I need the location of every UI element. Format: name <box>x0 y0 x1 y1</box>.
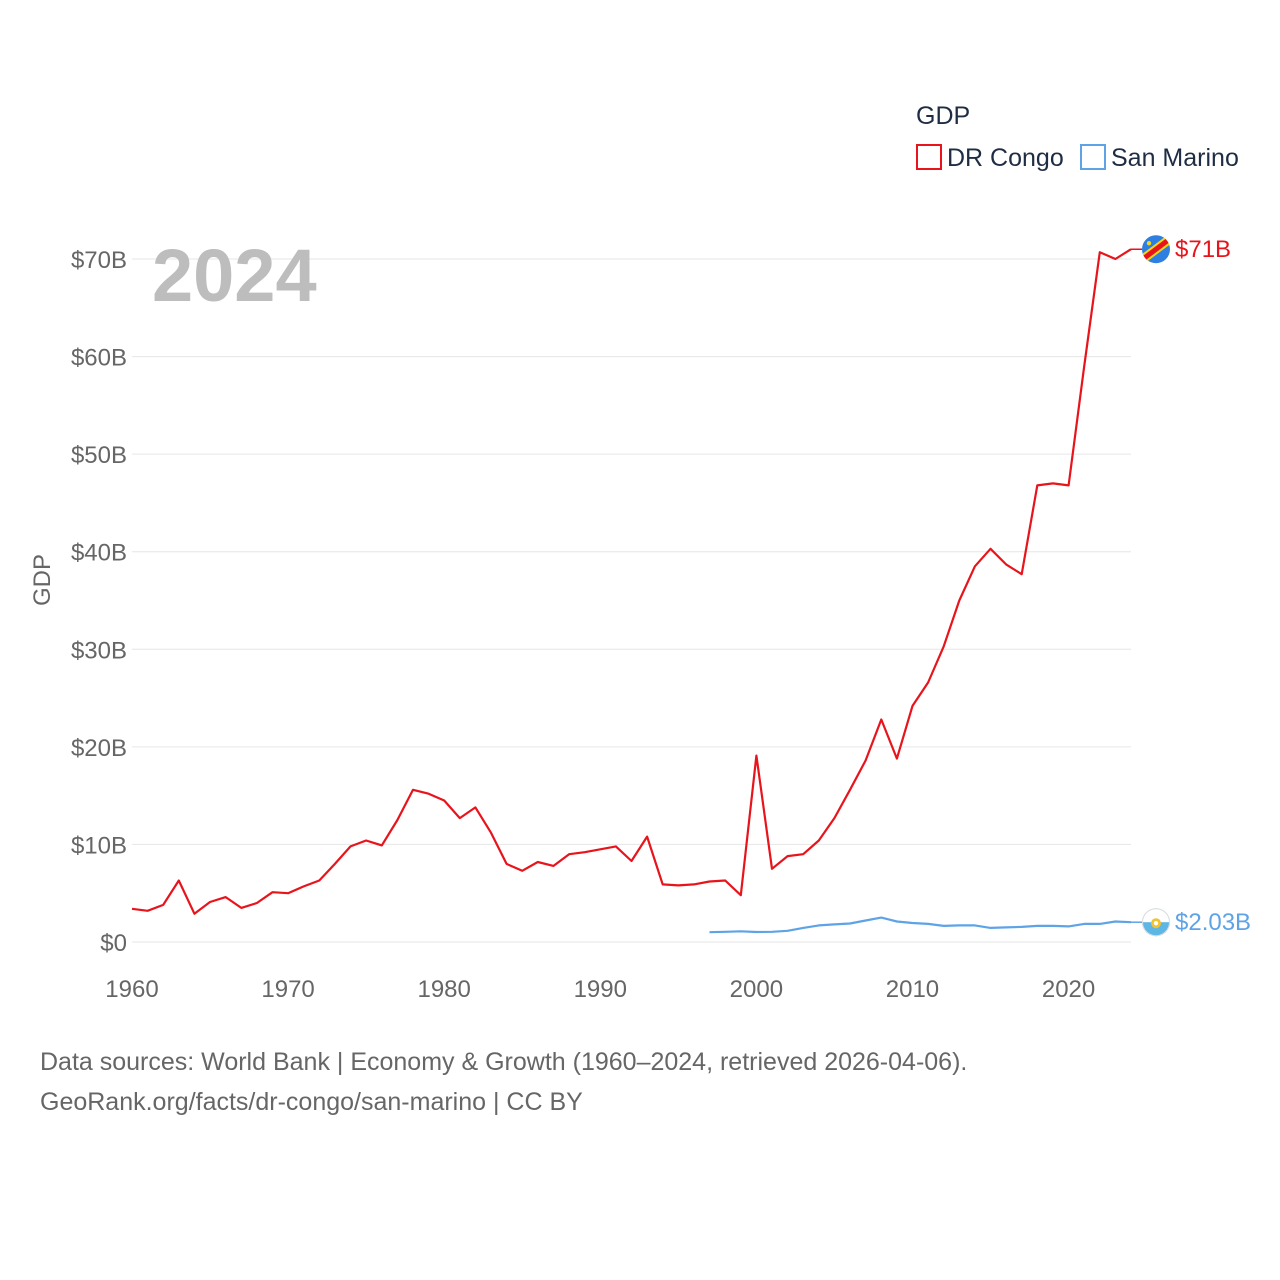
x-tick-label: 1990 <box>574 976 627 1003</box>
y-tick-label: $0 <box>100 930 127 957</box>
x-tick-label: 2020 <box>1042 976 1095 1003</box>
x-tick-label: 1980 <box>417 976 470 1003</box>
y-tick-label: $10B <box>71 832 127 859</box>
legend-swatch-san-marino <box>1080 144 1106 170</box>
x-tick-label: 2000 <box>730 976 783 1003</box>
y-tick-label: $30B <box>71 637 127 664</box>
series-line-san-marino[interactable] <box>709 916 1132 934</box>
y-axis-ticks: $0 $10B $20B $30B $40B $50B $60B $70B <box>71 247 127 957</box>
end-markers: $71B $2.03B <box>1131 235 1251 937</box>
x-tick-label: 2010 <box>886 976 939 1003</box>
y-tick-label: $60B <box>71 345 127 372</box>
end-value-label-dr-congo: $71B <box>1175 236 1231 263</box>
legend-label-dr-congo: DR Congo <box>947 144 1064 172</box>
data-sources-text: Data sources: World Bank | Economy & Gro… <box>40 1048 968 1076</box>
legend[interactable]: GDP DR Congo San Marino <box>916 102 1239 172</box>
series-lines <box>131 248 1132 934</box>
legend-title: GDP <box>916 102 970 130</box>
y-tick-label: $20B <box>71 735 127 762</box>
x-tick-label: 1960 <box>105 976 158 1003</box>
year-label: 2024 <box>152 234 317 317</box>
san-marino-flag-icon <box>1142 908 1170 937</box>
x-axis-ticks: 1960 1970 1980 1990 2000 2010 2020 <box>105 976 1095 1003</box>
footer: Data sources: World Bank | Economy & Gro… <box>40 1042 967 1122</box>
legend-item-san-marino[interactable]: San Marino <box>1080 144 1239 172</box>
legend-item-dr-congo[interactable]: DR Congo <box>916 144 1064 172</box>
x-tick-label: 1970 <box>261 976 314 1003</box>
legend-label-san-marino: San Marino <box>1111 144 1239 172</box>
gdp-line-chart: $0$10B$20B$30B$40B$50B$60B$70B 1960 1970 1… <box>29 102 1251 1003</box>
y-tick-label: $70B <box>71 247 127 274</box>
series-line-dr-congo[interactable] <box>131 248 1132 915</box>
y-tick-label: $50B <box>71 442 127 469</box>
legend-swatch-dr-congo <box>916 144 942 170</box>
y-tick-label: $40B <box>71 540 127 567</box>
dr-congo-flag-icon <box>1142 235 1170 264</box>
y-axis-label: GDP <box>29 554 56 606</box>
attribution-text: GeoRank.org/facts/dr-congo/san-marino | … <box>40 1088 583 1116</box>
end-value-label-san-marino: $2.03B <box>1175 909 1251 936</box>
grid-lines <box>132 258 1131 943</box>
